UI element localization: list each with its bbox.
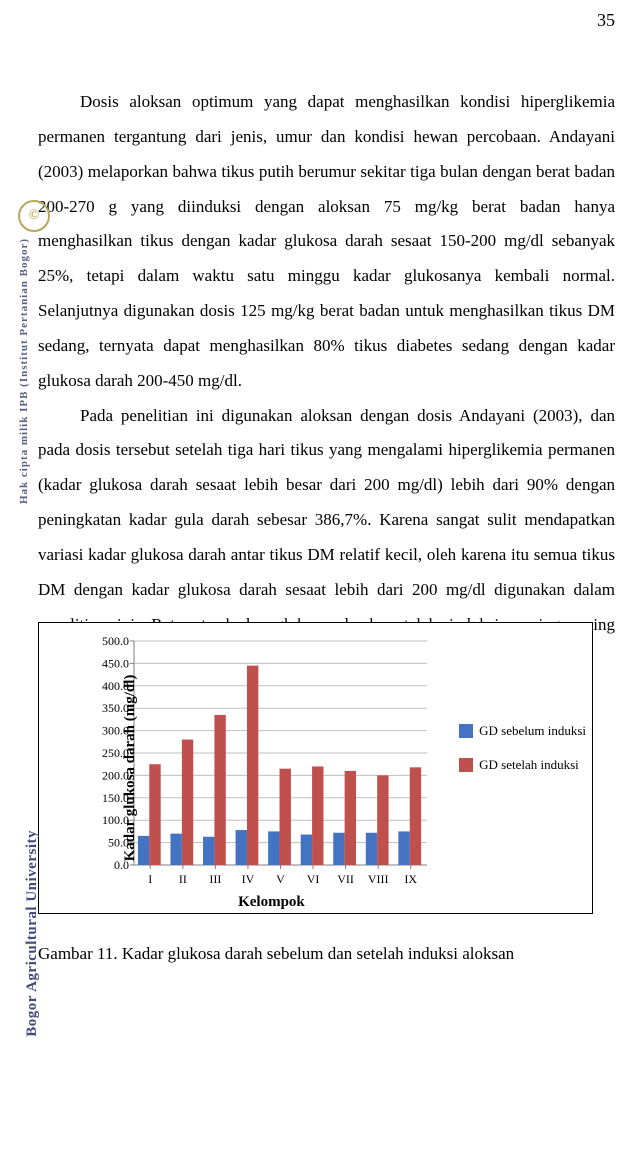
chart-legend: GD sebelum induksi GD setelah induksi [459, 723, 586, 791]
svg-text:I: I [148, 872, 152, 886]
svg-text:VIII: VIII [368, 872, 389, 886]
chart-y-label: Kadar glukosa darah (mg/dl) [122, 675, 139, 862]
svg-text:II: II [179, 872, 187, 886]
svg-text:VII: VII [337, 872, 354, 886]
paragraph-1: Dosis aloksan optimum yang dapat menghas… [38, 85, 615, 399]
chart-x-label: Kelompok [238, 894, 305, 911]
svg-text:500.0: 500.0 [102, 634, 129, 648]
legend-label: GD sebelum induksi [479, 723, 586, 739]
svg-text:III: III [209, 872, 221, 886]
svg-text:IV: IV [242, 872, 255, 886]
svg-text:VI: VI [307, 872, 320, 886]
svg-text:450.0: 450.0 [102, 656, 129, 670]
legend-item: GD setelah induksi [459, 757, 586, 773]
main-content: Dosis aloksan optimum yang dapat menghas… [38, 85, 615, 677]
legend-swatch [459, 724, 473, 738]
chart-container: Kadar glukosa darah (mg/dl) 0.050.0100.0… [38, 622, 593, 914]
page-number: 35 [597, 10, 615, 31]
svg-text:V: V [276, 872, 285, 886]
svg-text:IX: IX [404, 872, 417, 886]
figure-caption: Gambar 11. Kadar glukosa darah sebelum d… [38, 944, 514, 964]
watermark-top-text: Hak cipta milik IPB (Institut Pertanian … [18, 238, 30, 504]
legend-swatch [459, 758, 473, 772]
legend-item: GD sebelum induksi [459, 723, 586, 739]
legend-label: GD setelah induksi [479, 757, 579, 773]
